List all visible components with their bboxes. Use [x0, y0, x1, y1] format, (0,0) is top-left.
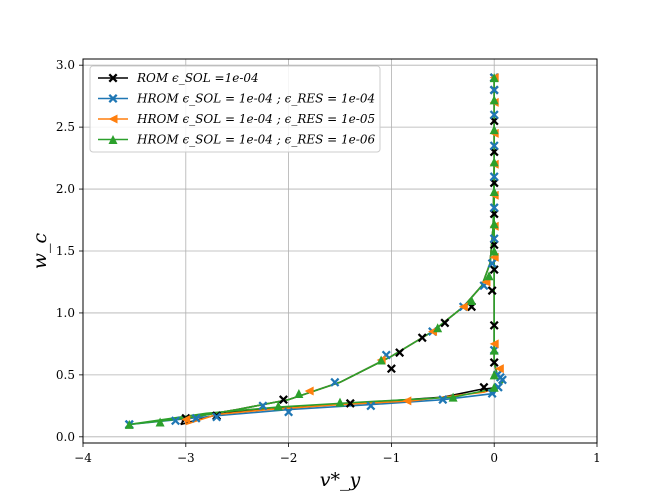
data-point-marker	[489, 172, 499, 182]
data-point-marker	[440, 318, 450, 328]
legend-marker	[108, 114, 118, 124]
data-point-marker	[489, 339, 499, 349]
data-point-marker	[212, 412, 222, 422]
y-tick-label: 2.5	[56, 120, 75, 134]
x-tick-label: 0	[490, 451, 498, 465]
data-point-marker	[278, 395, 288, 405]
data-point-marker	[489, 116, 499, 126]
data-point-marker	[479, 382, 489, 392]
data-point-marker	[489, 95, 499, 105]
data-point-marker	[155, 417, 165, 427]
data-point-marker	[494, 364, 504, 374]
data-point-marker	[402, 396, 412, 406]
legend-marker	[108, 135, 118, 144]
data-point-marker	[304, 386, 314, 396]
data-point-marker	[489, 234, 499, 244]
data-point-marker	[258, 401, 268, 411]
data-point-marker	[489, 320, 499, 330]
x-tick-label: 1	[593, 451, 601, 465]
data-point-marker	[366, 401, 376, 411]
y-tick-label: 0.5	[56, 368, 75, 382]
data-point-marker	[284, 407, 294, 417]
data-point-marker	[497, 375, 507, 385]
data-point-marker	[489, 265, 499, 275]
x-tick-label: −2	[280, 451, 298, 465]
data-point-marker	[124, 419, 134, 429]
data-point-marker	[467, 296, 477, 306]
data-point-marker	[489, 219, 499, 229]
data-point-marker	[487, 286, 497, 296]
data-point-marker	[489, 157, 499, 167]
data-point-marker	[433, 323, 443, 333]
data-point-marker	[487, 258, 497, 268]
data-point-marker	[395, 348, 405, 358]
legend-entry: HROM ϵ_SOL = 1e-04 ; ϵ_RES = 1e-06	[136, 133, 375, 147]
data-point-marker	[489, 240, 499, 250]
data-point-marker	[489, 382, 499, 392]
data-point-marker	[448, 392, 458, 402]
y-axis-label: w_c	[29, 232, 51, 269]
x-tick-label: −4	[74, 451, 92, 465]
legend: ROM ϵ_SOL =1e-04 HROM ϵ_SOL = 1e-04 ; ϵ_R…	[89, 65, 381, 153]
legend-box	[89, 65, 381, 153]
data-point-marker	[345, 398, 355, 408]
data-point-marker	[489, 141, 499, 151]
data-point-marker	[489, 178, 499, 188]
data-point-marker	[273, 401, 283, 411]
data-point-marker	[489, 73, 499, 83]
data-point-marker	[489, 209, 499, 219]
y-tick-label: 3.0	[56, 58, 75, 72]
data-point-marker	[376, 355, 386, 365]
data-point-marker	[417, 333, 427, 343]
x-axis-ticks: −4 −3 −2 −1 0 1	[74, 443, 601, 465]
y-tick-label: 1.0	[56, 306, 75, 320]
data-point-marker	[489, 357, 499, 367]
legend-marker	[108, 73, 118, 83]
legend-marker	[108, 94, 118, 103]
data-point-marker	[489, 246, 499, 256]
data-point-marker	[489, 345, 499, 355]
data-point-marker	[489, 370, 499, 380]
data-point-marker	[181, 414, 191, 424]
data-point-marker	[484, 271, 494, 281]
data-point-marker	[458, 302, 468, 312]
legend-entry: HROM ϵ_SOL = 1e-04 ; ϵ_RES = 1e-04	[136, 92, 375, 106]
y-tick-label: 2.0	[56, 182, 75, 196]
data-markers	[124, 73, 507, 429]
x-tick-label: −3	[177, 451, 195, 465]
data-point-marker	[489, 85, 499, 95]
data-point-marker	[386, 364, 396, 374]
x-tick-label: −1	[383, 451, 401, 465]
data-point-marker	[294, 388, 304, 398]
data-point-marker	[191, 413, 201, 423]
y-axis-ticks: 0.0 0.5 1.0 1.5 2.0 2.5 3.0	[56, 58, 83, 444]
data-point-marker	[489, 125, 499, 135]
legend-entry: HROM ϵ_SOL = 1e-04 ; ϵ_RES = 1e-05	[136, 112, 375, 126]
data-point-marker	[489, 147, 499, 157]
y-tick-label: 1.5	[56, 244, 75, 258]
data-point-marker	[489, 187, 499, 197]
legend-entry: ROM ϵ_SOL =1e-04	[136, 71, 259, 85]
data-point-marker	[438, 395, 448, 405]
data-point-marker	[330, 377, 340, 387]
y-tick-label: 0.0	[56, 430, 75, 444]
x-axis-label: v*_y	[320, 469, 361, 491]
data-point-marker	[171, 416, 181, 426]
data-point-marker	[335, 397, 345, 407]
data-point-marker	[489, 110, 499, 120]
data-point-marker	[489, 203, 499, 213]
